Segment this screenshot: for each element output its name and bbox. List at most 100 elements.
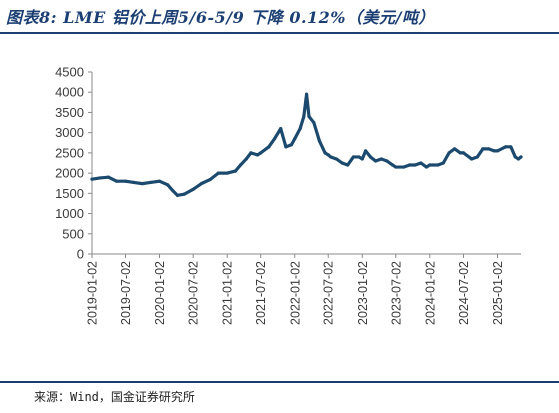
data-point bbox=[323, 151, 327, 155]
data-point bbox=[408, 163, 412, 167]
x-tick-label: 2020-07-02 bbox=[187, 261, 201, 325]
data-point bbox=[225, 171, 229, 175]
data-point bbox=[171, 189, 175, 193]
data-point bbox=[312, 120, 316, 125]
y-axis: 0 500 1000 1500 2000 2500 3000 3500 4000 4500 bbox=[55, 65, 93, 262]
data-point bbox=[326, 153, 330, 157]
data-point bbox=[492, 149, 496, 153]
data-point bbox=[289, 143, 294, 147]
data-point bbox=[360, 157, 364, 161]
y-tick-label: 0 bbox=[77, 247, 84, 262]
data-point bbox=[516, 157, 521, 161]
data-point bbox=[413, 163, 417, 167]
data-point bbox=[123, 179, 128, 183]
data-point bbox=[238, 163, 243, 167]
data-point bbox=[340, 161, 344, 165]
data-point bbox=[249, 151, 253, 155]
footer-divider bbox=[0, 381, 559, 383]
data-point bbox=[216, 171, 220, 175]
x-tick-label: 2025-01-02 bbox=[491, 261, 505, 325]
data-point bbox=[166, 183, 170, 187]
data-point bbox=[441, 161, 445, 165]
data-point bbox=[513, 155, 517, 159]
y-tick-label: 1000 bbox=[55, 206, 84, 221]
data-point bbox=[368, 155, 373, 159]
data-point bbox=[279, 127, 283, 131]
data-point bbox=[419, 161, 423, 165]
y-tick-label: 1500 bbox=[55, 186, 84, 201]
data-point bbox=[140, 182, 144, 186]
data-point bbox=[357, 155, 361, 159]
data-point bbox=[458, 151, 462, 155]
y-tick-label: 4500 bbox=[55, 65, 84, 80]
data-point bbox=[244, 157, 248, 161]
data-point bbox=[115, 179, 119, 183]
data-point bbox=[385, 159, 389, 163]
data-point bbox=[509, 145, 513, 149]
data-point bbox=[182, 192, 186, 196]
data-point bbox=[90, 177, 94, 181]
series-layer bbox=[90, 92, 523, 197]
y-tick-label: 3500 bbox=[55, 105, 84, 120]
x-tick-label: 2024-01-02 bbox=[423, 261, 437, 325]
data-point bbox=[233, 169, 237, 173]
data-point bbox=[208, 177, 212, 182]
data-point bbox=[334, 157, 338, 161]
x-axis: 2019-01-02 2019-07-02 2020-01-02 2020-07-02… bbox=[86, 253, 521, 325]
data-point bbox=[452, 147, 457, 151]
series-line-0 bbox=[90, 92, 523, 197]
data-point bbox=[495, 149, 500, 153]
x-tick-label: 2019-07-02 bbox=[119, 261, 133, 325]
data-point bbox=[504, 145, 508, 149]
data-point bbox=[447, 151, 451, 155]
data-point bbox=[149, 180, 153, 185]
x-tick-label: 2023-07-02 bbox=[389, 261, 403, 325]
x-tick-label: 2022-01-02 bbox=[288, 261, 302, 325]
y-tick-label: 4000 bbox=[55, 85, 84, 100]
data-point bbox=[199, 182, 203, 186]
data-point bbox=[98, 176, 102, 180]
data-point bbox=[267, 145, 271, 149]
x-tick-label: 2021-01-02 bbox=[221, 261, 235, 325]
x-tick-label: 2022-07-02 bbox=[322, 261, 336, 325]
x-tick-label: 2024-07-02 bbox=[457, 261, 471, 325]
data-point bbox=[402, 165, 406, 169]
data-point bbox=[391, 163, 395, 167]
data-point bbox=[364, 149, 368, 153]
data-point bbox=[255, 153, 260, 157]
data-point bbox=[191, 187, 195, 191]
data-point bbox=[379, 157, 383, 161]
data-point bbox=[302, 114, 306, 119]
y-tick-label: 2000 bbox=[55, 166, 84, 181]
y-tick-label: 3000 bbox=[55, 125, 84, 140]
data-point bbox=[374, 159, 378, 163]
data-point bbox=[428, 163, 432, 167]
y-tick-label: 2500 bbox=[55, 145, 84, 160]
x-tick-label: 2019-01-02 bbox=[86, 261, 100, 325]
data-point bbox=[132, 180, 136, 185]
data-point bbox=[106, 175, 111, 179]
title-divider bbox=[0, 32, 559, 34]
data-point bbox=[304, 92, 309, 96]
x-tick-label: 2023-01-02 bbox=[356, 261, 370, 325]
source-note: 来源：Wind，国金证券研究所 bbox=[34, 390, 195, 404]
data-point bbox=[272, 137, 277, 141]
line-chart: 0 500 1000 1500 2000 2500 3000 3500 4000 4500 201… bbox=[55, 65, 523, 325]
data-point bbox=[317, 139, 321, 143]
data-point bbox=[519, 155, 523, 159]
data-point bbox=[307, 114, 311, 119]
data-point bbox=[157, 179, 162, 183]
chart-title: 图表8: LME 铝价上周5/6-5/9 下降 0.12%（美元/吨） bbox=[6, 8, 435, 27]
data-point bbox=[436, 163, 440, 167]
data-point bbox=[487, 147, 491, 151]
data-point bbox=[475, 155, 479, 159]
data-point bbox=[293, 137, 297, 141]
data-point bbox=[481, 147, 485, 151]
data-point bbox=[298, 127, 302, 131]
data-point bbox=[329, 155, 333, 159]
data-point bbox=[424, 165, 429, 169]
data-point bbox=[470, 157, 474, 161]
data-point bbox=[284, 145, 288, 149]
y-tick-label: 500 bbox=[62, 226, 84, 241]
data-point bbox=[259, 151, 263, 155]
